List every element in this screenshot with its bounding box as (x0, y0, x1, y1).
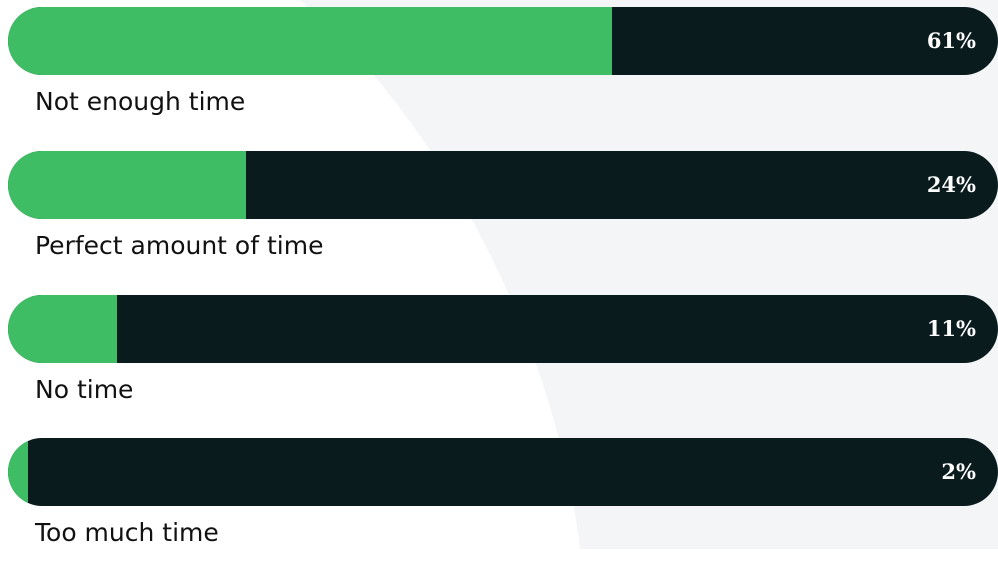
category-label-not-enough-time: Not enough time (35, 87, 246, 116)
bar-row-no-time: 11% No time (8, 295, 998, 425)
bar-track: 11% (8, 295, 998, 363)
value-label-too-much-time: 2% (941, 459, 976, 484)
bar-fill-too-much-time (8, 438, 28, 506)
bar-chart: 61% Not enough time 24% Perfect amount o… (8, 7, 998, 547)
bar-track: 2% (8, 438, 998, 506)
bar-track: 24% (8, 151, 998, 219)
category-label-no-time: No time (35, 375, 134, 404)
bar-row-too-much-time: 2% Too much time (8, 438, 998, 568)
value-label-not-enough-time: 61% (926, 28, 976, 53)
value-label-perfect-amount-of-time: 24% (926, 172, 976, 197)
bar-fill-no-time (8, 295, 117, 363)
bar-row-not-enough-time: 61% Not enough time (8, 7, 998, 137)
bar-fill-not-enough-time (8, 7, 612, 75)
bar-fill-perfect-amount-of-time (8, 151, 246, 219)
value-label-no-time: 11% (926, 316, 976, 341)
category-label-perfect-amount-of-time: Perfect amount of time (35, 231, 324, 260)
bar-row-perfect-amount-of-time: 24% Perfect amount of time (8, 151, 998, 281)
bar-track: 61% (8, 7, 998, 75)
category-label-too-much-time: Too much time (35, 518, 219, 547)
